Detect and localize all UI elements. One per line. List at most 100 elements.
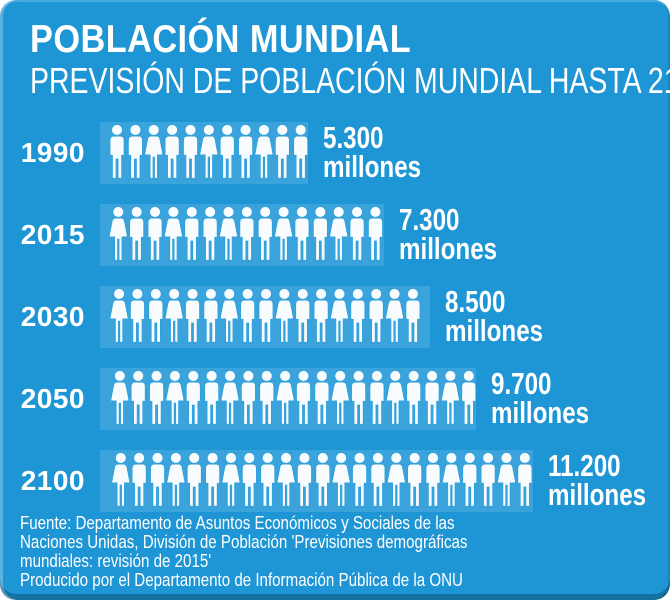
icon-strip (100, 286, 430, 348)
year-label: 2050 (20, 383, 85, 414)
person-icon-man (407, 452, 423, 507)
population-value-block: 9.700 millones (491, 366, 590, 430)
person-icon-man (315, 452, 331, 507)
person-icon-man (257, 206, 273, 261)
person-icon-man (480, 452, 496, 507)
person-icon-man (349, 206, 365, 261)
person-icon-woman (274, 288, 294, 343)
person-icon-man (130, 370, 146, 425)
person-icon-man (203, 288, 219, 343)
person-icon-man (424, 370, 440, 425)
person-icon-woman (385, 288, 405, 343)
person-icon-man (462, 452, 478, 507)
person-icon-man (406, 370, 422, 425)
person-icon-man (130, 288, 145, 343)
person-icon-man (351, 370, 366, 425)
person-icon-man (425, 452, 441, 507)
population-unit: millones (445, 313, 544, 348)
population-unit: millones (323, 149, 422, 184)
person-icon-woman (386, 452, 406, 507)
page-subtitle: PREVISIÓN DE POBLACIÓN MUNDIAL HASTA 210… (30, 60, 670, 101)
person-icons (109, 288, 421, 343)
person-icon-man (184, 206, 200, 261)
person-icon-man (312, 206, 328, 261)
population-row: 2100 11.200 millones (0, 440, 670, 522)
person-icon-man (238, 124, 253, 179)
person-icon-man (185, 370, 201, 425)
person-icon-man (239, 206, 255, 261)
person-icon-man (204, 370, 220, 425)
person-icon-woman (275, 370, 295, 425)
person-icon-woman (144, 124, 164, 179)
person-icon-woman (109, 288, 129, 343)
population-unit: millones (491, 395, 590, 430)
person-icon-man (241, 452, 257, 507)
population-row: 2030 8.500 millones (0, 276, 670, 358)
person-icon-man (147, 206, 163, 261)
footer: Fuente: Departamento de Asuntos Económic… (0, 510, 670, 600)
person-icon-woman (108, 206, 128, 261)
person-icon-woman (219, 288, 239, 343)
person-icon-man (150, 452, 165, 507)
icon-strip (100, 122, 308, 184)
person-icon-woman (165, 370, 185, 425)
year-label: 1990 (20, 137, 85, 168)
person-icon-woman (254, 124, 274, 179)
population-row: 1990 5.300 millones (0, 112, 670, 194)
person-icon-woman (220, 370, 240, 425)
page-title: POBLACIÓN MUNDIAL (30, 18, 412, 61)
person-icon-man (294, 206, 310, 261)
person-icon-woman (441, 452, 461, 507)
source-line: Producido por el Departamento de Informa… (20, 570, 463, 590)
person-icon-man (461, 370, 476, 425)
person-icon-woman (329, 288, 350, 343)
person-icon-man (241, 370, 256, 425)
source-line: Naciones Unidas, División de Población '… (20, 532, 468, 552)
person-icon-man (370, 452, 386, 507)
person-icon-man (164, 124, 180, 179)
icon-strip (100, 450, 533, 512)
person-icon-woman (276, 452, 296, 507)
population-value: 5.300 (323, 120, 384, 156)
person-icon-man (350, 288, 366, 343)
year-label: 2015 (20, 219, 85, 250)
person-icon-man (219, 124, 235, 179)
population-unit: millones (548, 477, 647, 512)
person-icon-woman (274, 206, 294, 261)
person-icon-man (109, 124, 125, 179)
person-icon-man (259, 370, 275, 425)
person-icon-man (202, 206, 218, 261)
population-value: 9.700 (491, 366, 552, 402)
person-icon-woman (221, 452, 241, 507)
person-icon-man (131, 452, 147, 507)
icon-strip (100, 204, 384, 266)
person-icon-woman (199, 124, 219, 179)
population-value-block: 11.200 millones (548, 450, 647, 512)
person-icon-man (296, 370, 311, 425)
person-icon-woman (163, 206, 183, 261)
person-icon-man (128, 124, 143, 179)
person-icon-man (274, 124, 290, 179)
population-value-block: 8.500 millones (445, 286, 544, 348)
person-icon-woman (330, 370, 350, 425)
person-icon-man (258, 288, 274, 343)
person-icons (111, 452, 533, 507)
header: POBLACIÓN MUNDIAL PREVISIÓN DE POBLACIÓN… (30, 20, 670, 99)
person-icon-man (260, 452, 276, 507)
person-icons (109, 124, 308, 179)
person-icon-man (313, 288, 329, 343)
person-icon-man (240, 288, 256, 343)
person-icon-woman (329, 206, 349, 261)
person-icon-woman (166, 452, 186, 507)
icon-strip (100, 368, 476, 430)
population-value: 7.300 (399, 202, 460, 238)
population-value-block: 5.300 millones (323, 120, 422, 184)
source-line: mundiales: revisión de 2015' (20, 551, 212, 571)
person-icon-man (368, 288, 384, 343)
person-icon-man (517, 452, 533, 507)
person-icon-woman (164, 288, 184, 343)
population-unit: millones (399, 231, 498, 266)
population-pictogram-chart: 1990 5.300 millones 2015 7.300 millones 2030 8.… (0, 112, 670, 522)
person-icon-man (352, 452, 367, 507)
